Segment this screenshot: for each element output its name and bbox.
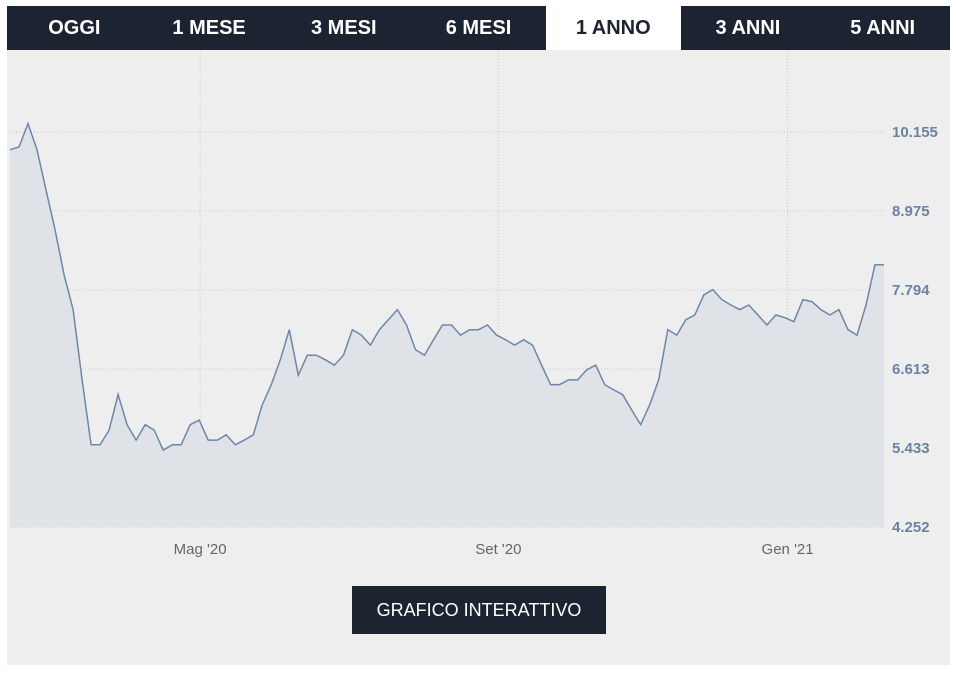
y-tick-label: 5.433 xyxy=(892,440,930,457)
interactive-chart-button[interactable]: GRAFICO INTERATTIVO xyxy=(352,586,606,634)
x-tick-label: Set '20 xyxy=(475,541,521,558)
y-tick-label: 7.794 xyxy=(892,282,930,299)
price-line xyxy=(9,121,884,452)
tab[interactable]: 3 ANNI xyxy=(715,16,781,39)
tab[interactable]: 3 MESI xyxy=(311,16,377,39)
tab[interactable]: 6 MESI xyxy=(445,16,512,39)
y-tick-label: 4.252 xyxy=(892,519,930,536)
x-tick-label: Mag '20 xyxy=(174,541,227,558)
y-tick-label: 6.613 xyxy=(892,361,930,378)
tab-bar: OGGI 1 MESE 3 MESI 6 MESI 1 ANNO 3 ANNI 5 ANNI xyxy=(7,6,950,50)
x-tick-label: Gen '21 xyxy=(762,541,814,558)
tab[interactable]: OGGI xyxy=(48,16,101,39)
tab[interactable]: 1 ANNO xyxy=(545,6,681,50)
y-tick-label: 8.975 xyxy=(892,203,930,220)
tab[interactable]: 1 MESE xyxy=(172,16,246,39)
tab[interactable]: 5 ANNI xyxy=(850,16,916,39)
y-tick-label: 10.155 xyxy=(892,124,938,141)
